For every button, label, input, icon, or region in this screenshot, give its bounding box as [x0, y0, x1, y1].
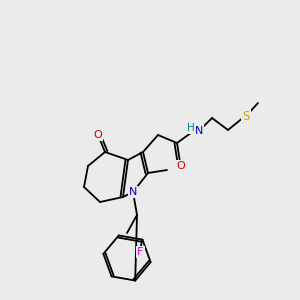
Text: N: N	[129, 187, 137, 197]
Text: S: S	[242, 110, 250, 122]
Text: O: O	[94, 130, 102, 140]
Text: H: H	[187, 123, 195, 133]
Text: O: O	[177, 161, 185, 171]
Text: N: N	[195, 126, 203, 136]
Text: F: F	[137, 247, 144, 256]
